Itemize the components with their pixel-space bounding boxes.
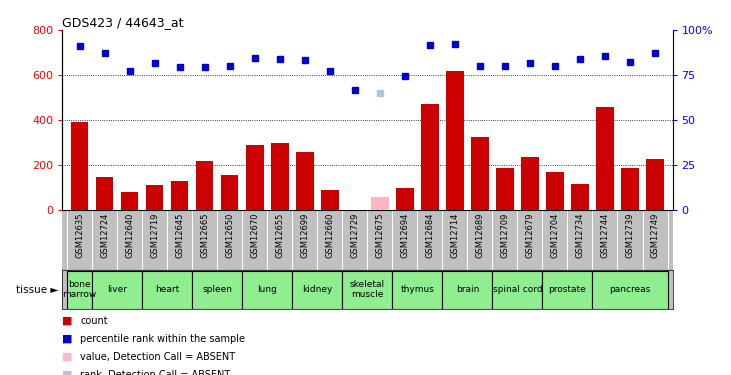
Bar	[143, 271, 192, 309]
Bar	[296, 152, 314, 210]
Bar	[371, 196, 389, 210]
Text: GSM12749: GSM12749	[651, 213, 659, 258]
Text: GSM12645: GSM12645	[175, 213, 184, 258]
Bar	[471, 137, 488, 210]
Text: rank, Detection Call = ABSENT: rank, Detection Call = ABSENT	[80, 370, 231, 375]
Bar	[442, 271, 493, 309]
Text: GSM12734: GSM12734	[575, 213, 585, 258]
Text: GSM12719: GSM12719	[150, 213, 159, 258]
Text: GDS423 / 44643_at: GDS423 / 44643_at	[62, 16, 183, 29]
Text: GSM12650: GSM12650	[225, 213, 234, 258]
Bar	[542, 271, 592, 309]
Text: prostate: prostate	[548, 285, 586, 294]
Text: GSM12704: GSM12704	[550, 213, 559, 258]
Bar	[646, 159, 664, 210]
Text: GSM12655: GSM12655	[276, 213, 284, 258]
Bar	[321, 190, 338, 210]
Bar	[192, 271, 242, 309]
Bar	[146, 185, 164, 210]
Text: tissue ►: tissue ►	[16, 285, 58, 295]
Text: heart: heart	[155, 285, 179, 294]
Bar	[493, 271, 542, 309]
Bar	[546, 172, 564, 210]
Bar	[496, 168, 514, 210]
Bar	[246, 145, 263, 210]
Text: thymus: thymus	[401, 285, 434, 294]
Text: kidney: kidney	[302, 285, 333, 294]
Text: GSM12635: GSM12635	[75, 213, 84, 258]
Bar	[446, 70, 463, 210]
Text: liver: liver	[107, 285, 127, 294]
Bar	[67, 271, 92, 309]
Text: GSM12675: GSM12675	[375, 213, 385, 258]
Text: GSM12714: GSM12714	[450, 213, 459, 258]
Text: brain: brain	[455, 285, 479, 294]
Text: GSM12739: GSM12739	[626, 213, 635, 258]
Bar	[571, 184, 588, 210]
Text: spleen: spleen	[202, 285, 232, 294]
Bar	[342, 271, 393, 309]
Text: skeletal
muscle: skeletal muscle	[349, 280, 385, 299]
Text: GSM12694: GSM12694	[401, 213, 409, 258]
Text: percentile rank within the sample: percentile rank within the sample	[80, 334, 246, 344]
Text: GSM12724: GSM12724	[100, 213, 109, 258]
Text: ■: ■	[62, 334, 72, 344]
Text: ■: ■	[62, 316, 72, 326]
Text: ■: ■	[62, 352, 72, 362]
Text: GSM12670: GSM12670	[250, 213, 260, 258]
Text: GSM12689: GSM12689	[475, 213, 485, 258]
Text: GSM12679: GSM12679	[526, 213, 534, 258]
Bar	[121, 192, 138, 210]
Text: bone
marrow: bone marrow	[63, 280, 96, 299]
Text: spinal cord: spinal cord	[493, 285, 542, 294]
Text: GSM12744: GSM12744	[600, 213, 610, 258]
Text: GSM12665: GSM12665	[200, 213, 209, 258]
Text: lung: lung	[257, 285, 277, 294]
Bar	[393, 271, 442, 309]
Text: GSM12699: GSM12699	[300, 213, 309, 258]
Text: GSM12660: GSM12660	[325, 213, 334, 258]
Bar	[96, 177, 113, 210]
Bar	[171, 181, 189, 210]
Text: GSM12640: GSM12640	[125, 213, 135, 258]
Text: ■: ■	[62, 370, 72, 375]
Bar	[521, 157, 539, 210]
Text: GSM12709: GSM12709	[501, 213, 510, 258]
Bar	[196, 160, 213, 210]
Bar	[396, 188, 414, 210]
Bar	[271, 142, 289, 210]
Bar	[92, 271, 143, 309]
Bar	[596, 106, 614, 210]
Bar	[242, 271, 292, 309]
Text: value, Detection Call = ABSENT: value, Detection Call = ABSENT	[80, 352, 235, 362]
Bar	[421, 104, 439, 210]
Bar	[71, 122, 88, 210]
Bar	[292, 271, 342, 309]
Text: GSM12729: GSM12729	[350, 213, 360, 258]
Text: pancreas: pancreas	[610, 285, 651, 294]
Bar	[592, 271, 667, 309]
Text: count: count	[80, 316, 108, 326]
Bar	[221, 175, 238, 210]
Bar	[621, 168, 639, 210]
Text: GSM12684: GSM12684	[425, 213, 434, 258]
